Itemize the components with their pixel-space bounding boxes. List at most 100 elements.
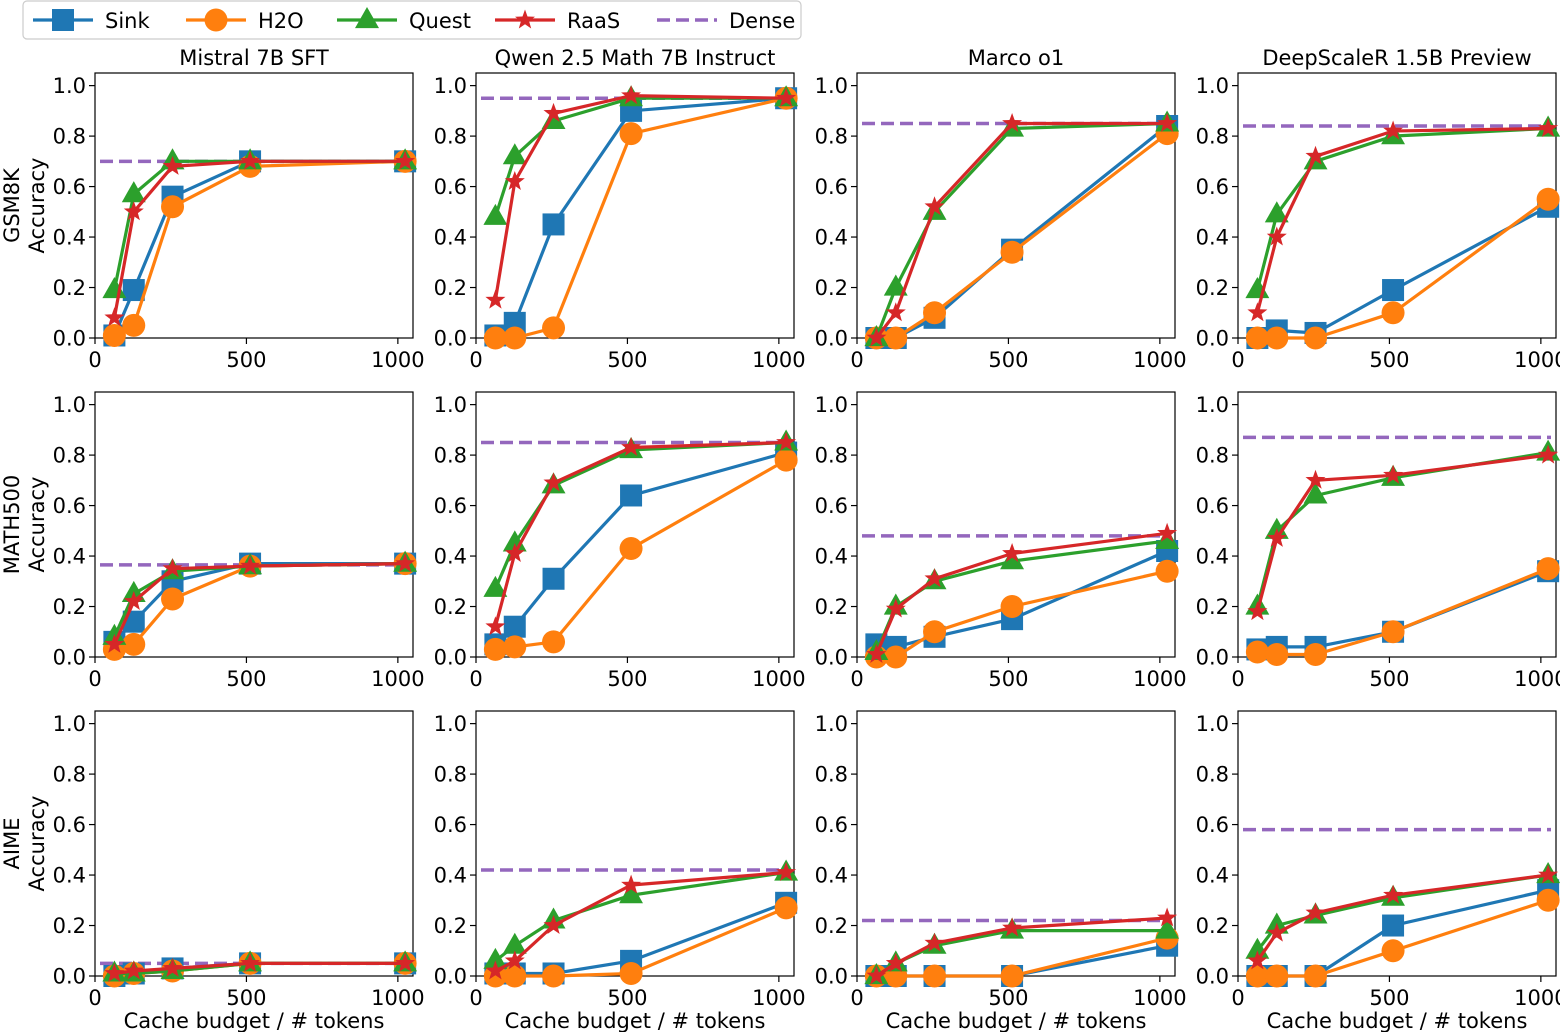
marker-h2o — [542, 316, 566, 340]
y-axis-label-dataset: MATH500 — [0, 475, 24, 575]
x-axis-label: Cache budget / # tokens — [505, 1009, 766, 1032]
marker-raas — [104, 963, 125, 982]
legend-label: Sink — [105, 9, 150, 33]
x-tick-label: 500 — [988, 348, 1028, 372]
legend-label: RaaS — [567, 9, 620, 33]
marker-h2o — [619, 536, 643, 560]
y-tick-label: 0.6 — [1196, 494, 1229, 518]
y-tick-label: 0.6 — [434, 813, 467, 837]
x-tick-label: 1000 — [752, 348, 805, 372]
marker-raas — [1266, 527, 1287, 547]
y-tick-label: 0.4 — [53, 864, 86, 888]
x-tick-label: 1000 — [752, 667, 805, 691]
legend-swatch-marker — [204, 8, 228, 32]
y-tick-label: 1.0 — [1196, 74, 1229, 98]
y-tick-label: 1.0 — [1196, 393, 1229, 417]
marker-raas — [1305, 145, 1326, 165]
marker-h2o — [619, 122, 643, 146]
marker-h2o — [542, 630, 566, 654]
marker-h2o — [1536, 557, 1560, 581]
y-tick-label: 0.8 — [434, 444, 467, 468]
y-tick-label: 0.6 — [53, 813, 86, 837]
y-tick-label: 0.0 — [1196, 965, 1229, 989]
marker-raas — [1247, 302, 1268, 322]
marker-raas — [543, 472, 564, 492]
marker-raas — [1002, 917, 1022, 937]
marker-raas — [162, 957, 183, 977]
y-tick-label: 0.2 — [53, 276, 86, 300]
y-axis-label-dataset: GSM8K — [0, 167, 24, 243]
y-axis-label-accuracy: Accuracy — [25, 477, 49, 573]
marker-h2o — [1245, 964, 1269, 988]
marker-h2o — [161, 587, 185, 611]
marker-raas — [162, 558, 183, 578]
marker-h2o — [1381, 620, 1405, 644]
x-tick-label: 0 — [850, 348, 863, 372]
marker-raas — [866, 644, 887, 663]
x-tick-label: 0 — [850, 667, 863, 691]
panel-gsm8k-2: 0.0 0.2 0.4 0.6 0.8 1.0 0 500 1000 — [434, 72, 806, 372]
marker-raas — [1266, 922, 1287, 942]
marker-sink — [122, 279, 145, 302]
x-tick-label: 1000 — [371, 667, 424, 691]
marker-h2o — [1000, 964, 1024, 988]
marker-h2o — [1265, 326, 1289, 350]
y-tick-label: 0.0 — [1196, 646, 1229, 670]
marker-raas — [885, 302, 906, 322]
marker-raas — [1383, 884, 1403, 904]
marker-sink — [1382, 914, 1405, 937]
marker-h2o — [1245, 326, 1269, 350]
marker-raas — [1305, 902, 1326, 922]
series-line-quest — [112, 159, 406, 291]
x-tick-label: 1000 — [1133, 986, 1186, 1010]
y-tick-label: 0.8 — [53, 125, 86, 149]
marker-h2o — [1304, 642, 1328, 666]
marker-h2o — [1381, 939, 1405, 963]
y-tick-label: 0.2 — [1196, 276, 1229, 300]
x-tick-label: 0 — [1231, 986, 1244, 1010]
marker-raas — [885, 952, 906, 972]
marker-h2o — [483, 326, 507, 350]
legend-label: Quest — [409, 9, 471, 33]
y-axis-label-dataset: AIME — [0, 818, 24, 870]
marker-raas — [240, 952, 260, 972]
x-tick-label: 0 — [88, 348, 101, 372]
marker-raas — [885, 598, 906, 618]
marker-raas — [776, 432, 797, 451]
x-tick-label: 0 — [469, 667, 482, 691]
marker-h2o — [503, 635, 527, 659]
marker-sink — [620, 484, 643, 507]
marker-h2o — [1381, 301, 1405, 325]
y-tick-label: 0.0 — [1196, 327, 1229, 351]
series-line-h2o — [114, 562, 406, 651]
marker-raas — [776, 87, 797, 107]
y-tick-label: 1.0 — [434, 74, 467, 98]
marker-h2o — [503, 964, 527, 988]
y-tick-label: 0.8 — [1196, 444, 1229, 468]
panel-gsm8k-1: 0.0 0.2 0.4 0.6 0.8 1.0 0 500 1000 — [53, 72, 425, 372]
x-axis-label: Cache budget / # tokens — [124, 1009, 385, 1032]
marker-raas — [504, 543, 525, 562]
marker-raas — [1538, 864, 1559, 884]
y-tick-label: 0.8 — [434, 125, 467, 149]
marker-raas — [1538, 118, 1559, 137]
y-tick-label: 1.0 — [53, 393, 86, 417]
x-tick-label: 500 — [607, 986, 647, 1010]
x-tick-label: 1000 — [371, 348, 424, 372]
x-tick-label: 500 — [226, 348, 266, 372]
y-tick-label: 0.2 — [1196, 595, 1229, 619]
y-tick-label: 1.0 — [815, 393, 848, 417]
marker-h2o — [503, 326, 527, 350]
plot-frame — [94, 391, 414, 658]
x-tick-label: 500 — [988, 667, 1028, 691]
y-tick-label: 0.4 — [434, 226, 467, 250]
marker-h2o — [774, 448, 798, 472]
marker-h2o — [1304, 326, 1328, 350]
series-line-sink — [113, 561, 406, 644]
plot-frame — [1237, 710, 1557, 977]
y-tick-label: 0.2 — [1196, 914, 1229, 938]
x-tick-label: 500 — [1369, 348, 1409, 372]
marker-h2o — [1536, 888, 1560, 912]
marker-raas — [1538, 444, 1559, 464]
marker-h2o — [774, 896, 798, 920]
